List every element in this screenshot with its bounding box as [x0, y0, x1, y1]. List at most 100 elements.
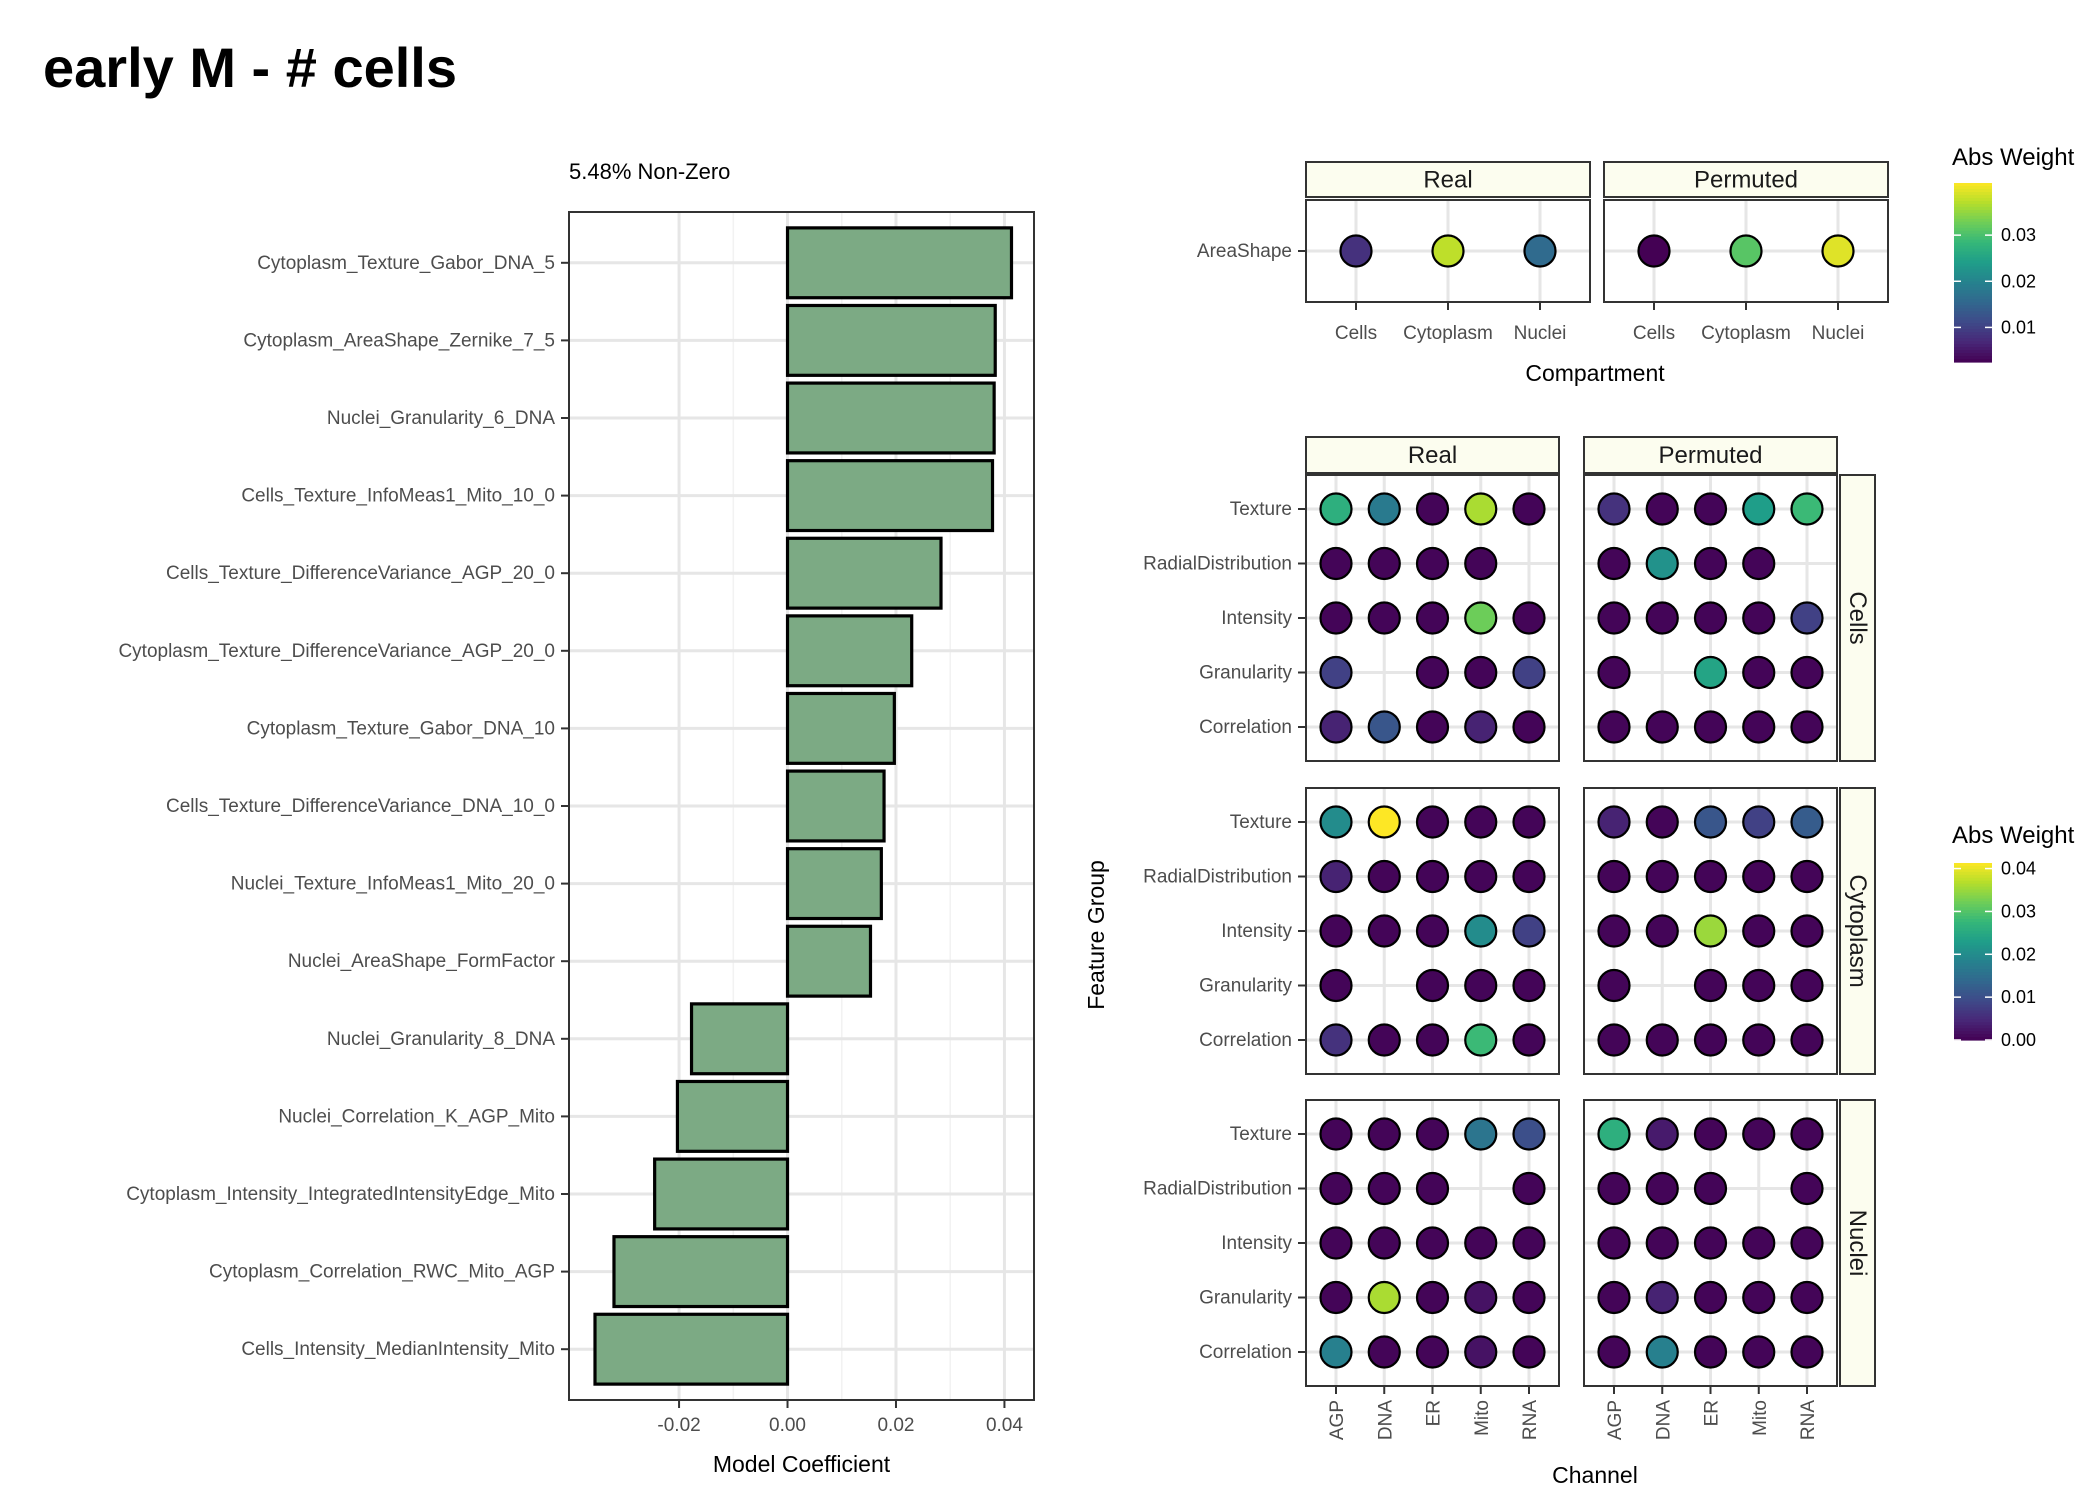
dot-radialdistribution-dna: [1645, 546, 1679, 581]
dot-intensity-mito: [1742, 1226, 1776, 1260]
legend-color-step: [1954, 865, 1992, 870]
legend-color-step: [1954, 284, 1992, 289]
dot-correlation-rna: [1790, 1335, 1824, 1369]
dot-granularity-mito: [1464, 1280, 1498, 1315]
legend-color-step: [1954, 239, 1992, 244]
legend-color-step: [1954, 329, 1992, 333]
legend-color-step: [1954, 236, 1992, 241]
legend-color-step: [1954, 995, 1992, 1000]
dot-granularity-agp: [1319, 968, 1353, 1003]
legend-color-step: [1954, 1019, 1992, 1023]
dot-correlation-agp: [1597, 710, 1631, 744]
dot-radialdistribution-agp: [1597, 1171, 1631, 1206]
dot-correlation-agp: [1597, 1335, 1631, 1369]
dot-radialdistribution-dna: [1645, 1171, 1679, 1206]
dot-areashape-nuclei: [1821, 234, 1855, 268]
dot-correlation-dna: [1645, 1335, 1679, 1369]
dot-correlation-mito: [1742, 1023, 1776, 1057]
bar-nuclei-correlation-k-agp-mito: [675, 1079, 790, 1153]
channel-axis-title: Channel: [1552, 1462, 1638, 1488]
x-tick-label: AGP: [1327, 1400, 1348, 1440]
legend-title: Abs Weight: [1952, 144, 2075, 171]
x-tick-label: Cells: [1335, 323, 1377, 344]
legend-color-step: [1954, 910, 1992, 914]
dot-correlation-mito: [1464, 710, 1498, 744]
legend-color-step: [1954, 1037, 1992, 1041]
dot-correlation-er: [1415, 710, 1450, 744]
dot-texture-mito: [1742, 492, 1776, 526]
dot-correlation-er: [1415, 1335, 1450, 1369]
dot-intensity-dna: [1367, 601, 1401, 635]
legend-color-step: [1954, 305, 1992, 309]
y-tick-label: Cytoplasm_Texture_Gabor_DNA_10: [247, 718, 555, 739]
dot-radialdistribution-er: [1415, 859, 1450, 894]
legend-color-step: [1954, 215, 1992, 220]
legend-color-step: [1954, 248, 1992, 253]
dot-texture-dna: [1367, 805, 1401, 839]
legend-color-step: [1954, 998, 1992, 1003]
legend-color-step: [1954, 218, 1992, 223]
legend-color-step: [1954, 916, 1992, 920]
dot-granularity-dna: [1645, 1280, 1679, 1315]
legend-color-step: [1954, 359, 1992, 363]
dot-intensity-rna: [1512, 601, 1546, 635]
dot-intensity-dna: [1367, 914, 1401, 948]
legend-color-step: [1954, 1013, 1992, 1017]
dot-correlation-er: [1415, 1023, 1450, 1057]
dot-texture-rna: [1512, 805, 1546, 839]
legend-color-step: [1954, 317, 1992, 321]
dot-intensity-er: [1415, 601, 1450, 635]
legend-color-step: [1954, 1007, 1992, 1012]
legend-color-step: [1954, 296, 1992, 300]
legend-color-step: [1954, 874, 1992, 879]
dot-texture-er: [1415, 805, 1450, 839]
facet-strip-real: [1305, 161, 1591, 198]
dot-texture-dna: [1367, 1117, 1401, 1151]
feature-group-axis-title: Feature Group: [1083, 860, 1109, 1010]
dot-areashape-cells: [1339, 234, 1373, 268]
legend-color-step: [1954, 308, 1992, 312]
y-tick-label: AreaShape: [1197, 241, 1292, 262]
x-tick-label: ER: [1702, 1400, 1723, 1426]
dot-correlation-dna: [1367, 1335, 1401, 1369]
compartment-dot-chart: Real Cells Cytoplasm Nuclei AreaShape Permute…: [1197, 144, 2075, 386]
legend-color-step: [1954, 224, 1992, 229]
dot-intensity-rna: [1512, 1226, 1546, 1260]
y-tick-label: Cytoplasm_Intensity_IntegratedIntensityE…: [126, 1184, 555, 1205]
legend-color-step: [1954, 338, 1992, 342]
legend-color-step: [1954, 299, 1992, 303]
facet-strip-real: [1305, 436, 1560, 474]
dot-texture-rna: [1790, 805, 1824, 839]
legend-color-step: [1954, 978, 1992, 982]
dot-radialdistribution-er: [1693, 859, 1728, 894]
legend-color-step: [1954, 272, 1992, 277]
legend-color-step: [1954, 1004, 1992, 1009]
legend-color-step: [1954, 302, 1992, 306]
dot-intensity-agp: [1319, 914, 1353, 948]
dot-texture-agp: [1597, 1117, 1631, 1151]
legend-color-step: [1954, 972, 1992, 976]
dot-texture-er: [1415, 1117, 1450, 1151]
x-tick-label: 0.00: [769, 1415, 806, 1436]
bar-cytoplasm-intensity-integratedintensityedge-mito: [653, 1157, 790, 1231]
dot-intensity-er: [1693, 914, 1728, 948]
y-tick-label: Cells_Texture_DifferenceVariance_DNA_10_…: [166, 796, 555, 817]
legend-color-step: [1954, 913, 1992, 917]
dot-correlation-rna: [1512, 1023, 1546, 1057]
y-tick-label: Cells_Texture_InfoMeas1_Mito_10_0: [241, 486, 555, 507]
legend-color-step: [1954, 278, 1992, 283]
legend-color-step: [1954, 942, 1992, 947]
dot-correlation-agp: [1319, 1335, 1353, 1369]
dot-areashape-cytoplasm: [1431, 234, 1465, 268]
legend-color-step: [1954, 221, 1992, 226]
bar-cells-texture-infomeas1-mito-10-0: [785, 459, 995, 533]
facet-strip-nuclei: [1839, 1099, 1876, 1387]
x-tick-label: RNA: [1520, 1400, 1541, 1440]
y-tick-label: Granularity: [1199, 976, 1292, 997]
y-tick-label: Cells_Texture_DifferenceVariance_AGP_20_…: [166, 563, 555, 584]
legend-color-step: [1954, 930, 1992, 935]
legend-color-step: [1954, 983, 1992, 988]
legend-colorbar: [1954, 183, 1992, 363]
dot-radialdistribution-agp: [1319, 1171, 1353, 1206]
